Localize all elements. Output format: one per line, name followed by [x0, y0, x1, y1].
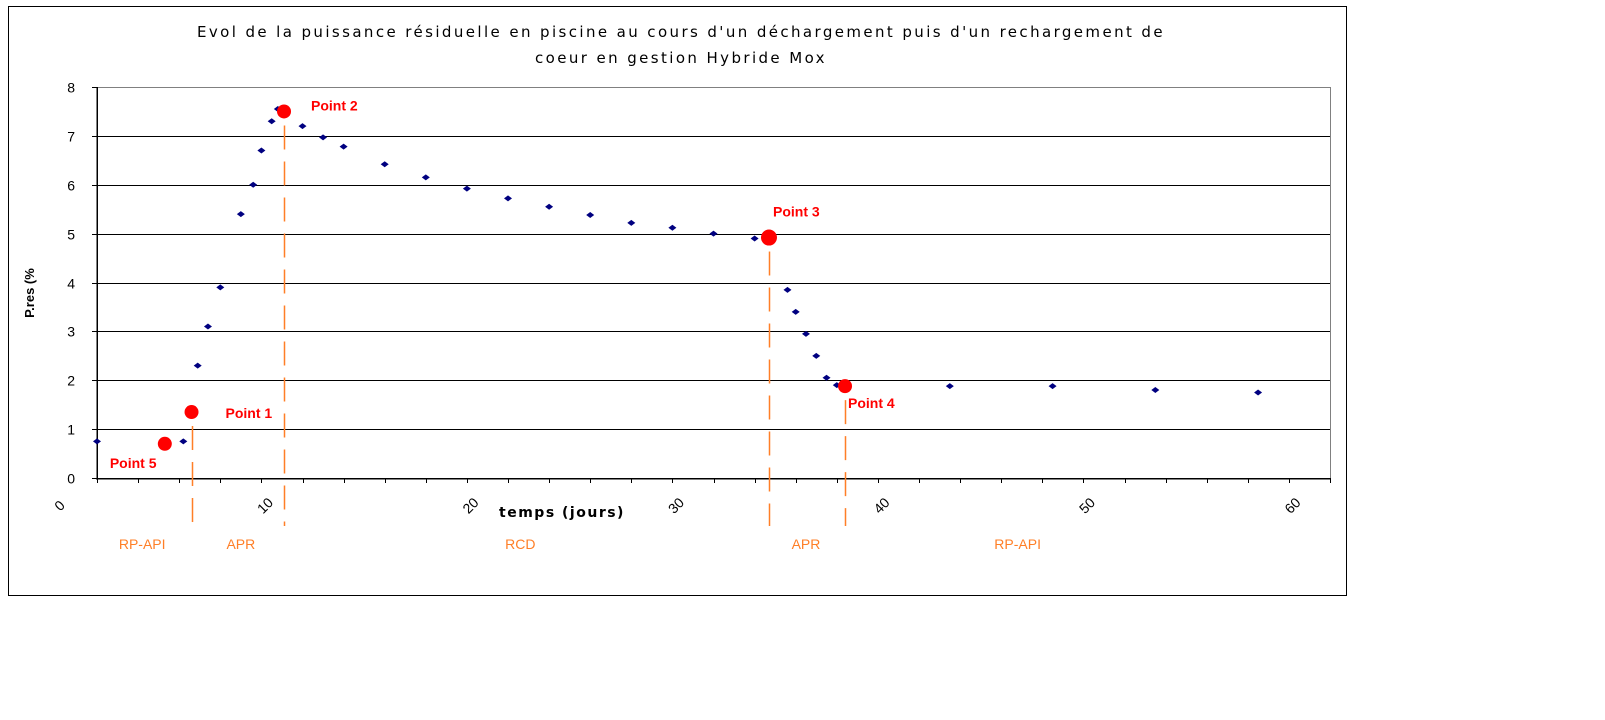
highlight-point	[277, 104, 292, 119]
y-tick-label: 7	[67, 129, 75, 145]
y-tick-label: 5	[67, 227, 75, 243]
data-point	[627, 219, 636, 226]
highlight-point	[157, 436, 172, 451]
data-point	[504, 195, 512, 202]
y-tick-label: 0	[67, 471, 75, 487]
highlight-point-label: Point 2	[311, 97, 358, 113]
y-tick-label: 8	[67, 80, 75, 96]
data-point	[1151, 387, 1160, 394]
data-point	[193, 362, 202, 369]
data-point	[791, 308, 800, 315]
chart-title-line1: Evol de la puissance résiduelle en pisci…	[197, 23, 1165, 41]
phase-label: RP-API	[119, 536, 166, 552]
data-point	[249, 181, 258, 188]
highlight-point-label: Point 3	[773, 204, 820, 220]
phase-label: RCD	[505, 536, 535, 552]
data-point	[93, 438, 101, 445]
data-point	[236, 211, 245, 218]
data-point	[203, 323, 212, 330]
data-point	[421, 174, 430, 181]
y-tick-label: 3	[67, 324, 75, 340]
data-point	[709, 230, 718, 237]
highlight-point	[838, 379, 853, 394]
y-tick-label: 6	[67, 178, 75, 194]
data-point	[216, 284, 225, 291]
highlight-point-label: Point 4	[848, 395, 895, 411]
y-tick-label: 2	[67, 373, 75, 389]
data-point	[267, 118, 276, 125]
data-point	[750, 235, 759, 242]
y-tick-label: 4	[67, 276, 75, 292]
highlighted-points: Point 1 Point 2 Point 3 Point 4 Point 5	[110, 97, 895, 470]
data-point	[783, 286, 792, 293]
data-point	[298, 123, 307, 130]
chart-frame	[8, 6, 1347, 596]
highlight-point	[184, 405, 199, 420]
data-point	[462, 185, 471, 192]
y-tick-label: 1	[67, 422, 75, 438]
data-point	[545, 203, 554, 210]
data-point	[586, 212, 595, 219]
data-point	[257, 147, 266, 154]
phase-label: APR	[792, 536, 821, 552]
highlight-point-label: Point 1	[226, 405, 273, 421]
data-point	[812, 352, 821, 359]
chart-title-line2: coeur en gestion Hybride Mox	[535, 49, 827, 67]
highlight-point	[760, 229, 777, 246]
phase-dividers: RP-API APR RCD APR RP-API	[119, 125, 1041, 552]
data-point	[822, 374, 831, 381]
data-point	[319, 134, 328, 141]
data-point	[339, 143, 348, 150]
highlight-point-label: Point 5	[110, 455, 157, 471]
data-point	[668, 224, 677, 231]
data-point	[801, 330, 810, 337]
data-point	[380, 161, 389, 168]
data-point	[1254, 389, 1263, 396]
data-point	[945, 383, 954, 390]
x-axis-title: temps (jours)	[499, 505, 625, 521]
data-point	[179, 438, 188, 445]
phase-label: APR	[226, 536, 255, 552]
data-point	[1048, 383, 1057, 390]
phase-label: RP-API	[994, 536, 1041, 552]
y-axis-title: P.res (%	[22, 268, 37, 318]
